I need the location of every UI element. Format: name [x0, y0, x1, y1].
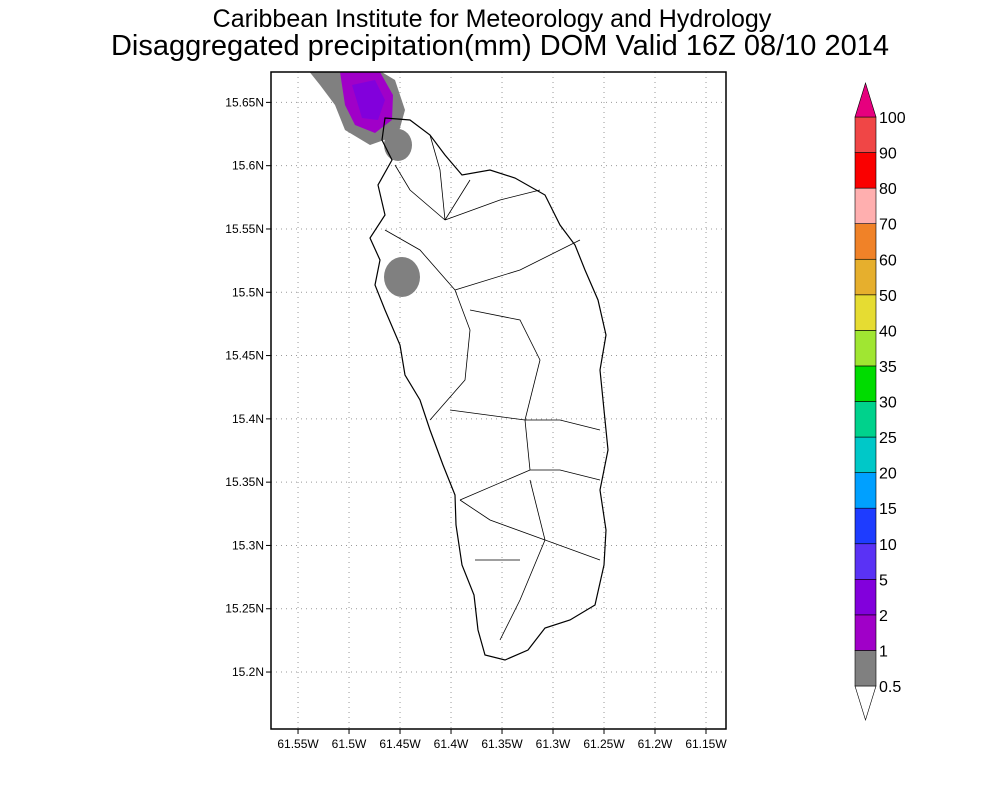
colorbar-segment — [854, 436, 877, 473]
rain-contour-gray — [384, 257, 420, 297]
y-tick-label: 15.3N — [232, 538, 264, 552]
y-tick-label: 15.4N — [232, 412, 264, 426]
colorbar-label: 10 — [879, 537, 897, 554]
rain-contour-violet — [352, 80, 385, 120]
colorbar-label: 15 — [879, 501, 897, 518]
colorbar-over — [854, 81, 877, 118]
colorbar-segment — [854, 330, 877, 367]
y-tick-label: 15.25N — [225, 602, 264, 616]
x-tick-label: 61.4W — [434, 737, 469, 751]
y-tick-label: 15.65N — [225, 95, 264, 109]
colorbar-under — [854, 685, 877, 722]
colorbar-label: 90 — [879, 146, 897, 163]
colorbar-segment — [854, 365, 877, 402]
y-tick-label: 15.5N — [232, 285, 264, 299]
x-tick-label: 61.55W — [277, 737, 319, 751]
rain-contour-gray — [384, 129, 412, 161]
colorbar-segment — [854, 294, 877, 331]
colorbar-segment — [854, 258, 877, 296]
colorbar-label: 25 — [879, 430, 897, 447]
y-tick-label: 15.45N — [225, 349, 264, 363]
x-tick-label: 61.5W — [332, 737, 367, 751]
colorbar-segment — [854, 579, 877, 616]
colorbar-segment — [854, 543, 877, 580]
x-tick-label: 61.15W — [685, 737, 727, 751]
colorbar-segment — [854, 650, 877, 687]
colorbar-segment — [854, 614, 877, 651]
colorbar-label: 70 — [879, 217, 897, 234]
island-outline — [369, 117, 609, 661]
colorbar-segment — [854, 507, 877, 545]
colorbar-segment — [854, 401, 877, 438]
colorbar-label: 20 — [879, 466, 897, 483]
x-tick-label: 61.45W — [379, 737, 421, 751]
colorbar-label: 40 — [879, 323, 897, 340]
colorbar-label: 30 — [879, 395, 897, 412]
colorbar-segment — [854, 152, 877, 189]
colorbar-label: 80 — [879, 181, 897, 198]
y-tick-label: 15.35N — [225, 475, 264, 489]
colorbar-segment — [854, 187, 877, 224]
colorbar-segment — [854, 223, 877, 260]
x-tick-label: 61.2W — [638, 737, 673, 751]
y-tick-label: 15.2N — [232, 665, 264, 679]
colorbar-label: 5 — [879, 572, 888, 589]
colorbar-segment — [854, 116, 877, 153]
plot-area — [270, 71, 727, 730]
y-tick-label: 15.6N — [232, 159, 264, 173]
subtitle: Disaggregated precipitation(mm) DOM Vali… — [111, 30, 889, 62]
colorbar-label: 100 — [879, 110, 906, 127]
plot-frame — [270, 71, 727, 730]
colorbar-label: 0.5 — [879, 679, 901, 696]
x-tick-label: 61.3W — [536, 737, 571, 751]
colorbar-label: 50 — [879, 288, 897, 305]
title: Caribbean Institute for Meteorology and … — [213, 5, 772, 33]
x-tick-label: 61.25W — [583, 737, 625, 751]
y-tick-label: 15.55N — [225, 222, 264, 236]
colorbar-label: 35 — [879, 359, 897, 376]
colorbar-segment — [854, 472, 877, 509]
colorbar-label: 1 — [879, 643, 888, 660]
watershed-lines — [384, 134, 601, 641]
x-tick-label: 61.35W — [481, 737, 523, 751]
colorbar-label: 60 — [879, 252, 897, 269]
colorbar-label: 2 — [879, 608, 888, 625]
